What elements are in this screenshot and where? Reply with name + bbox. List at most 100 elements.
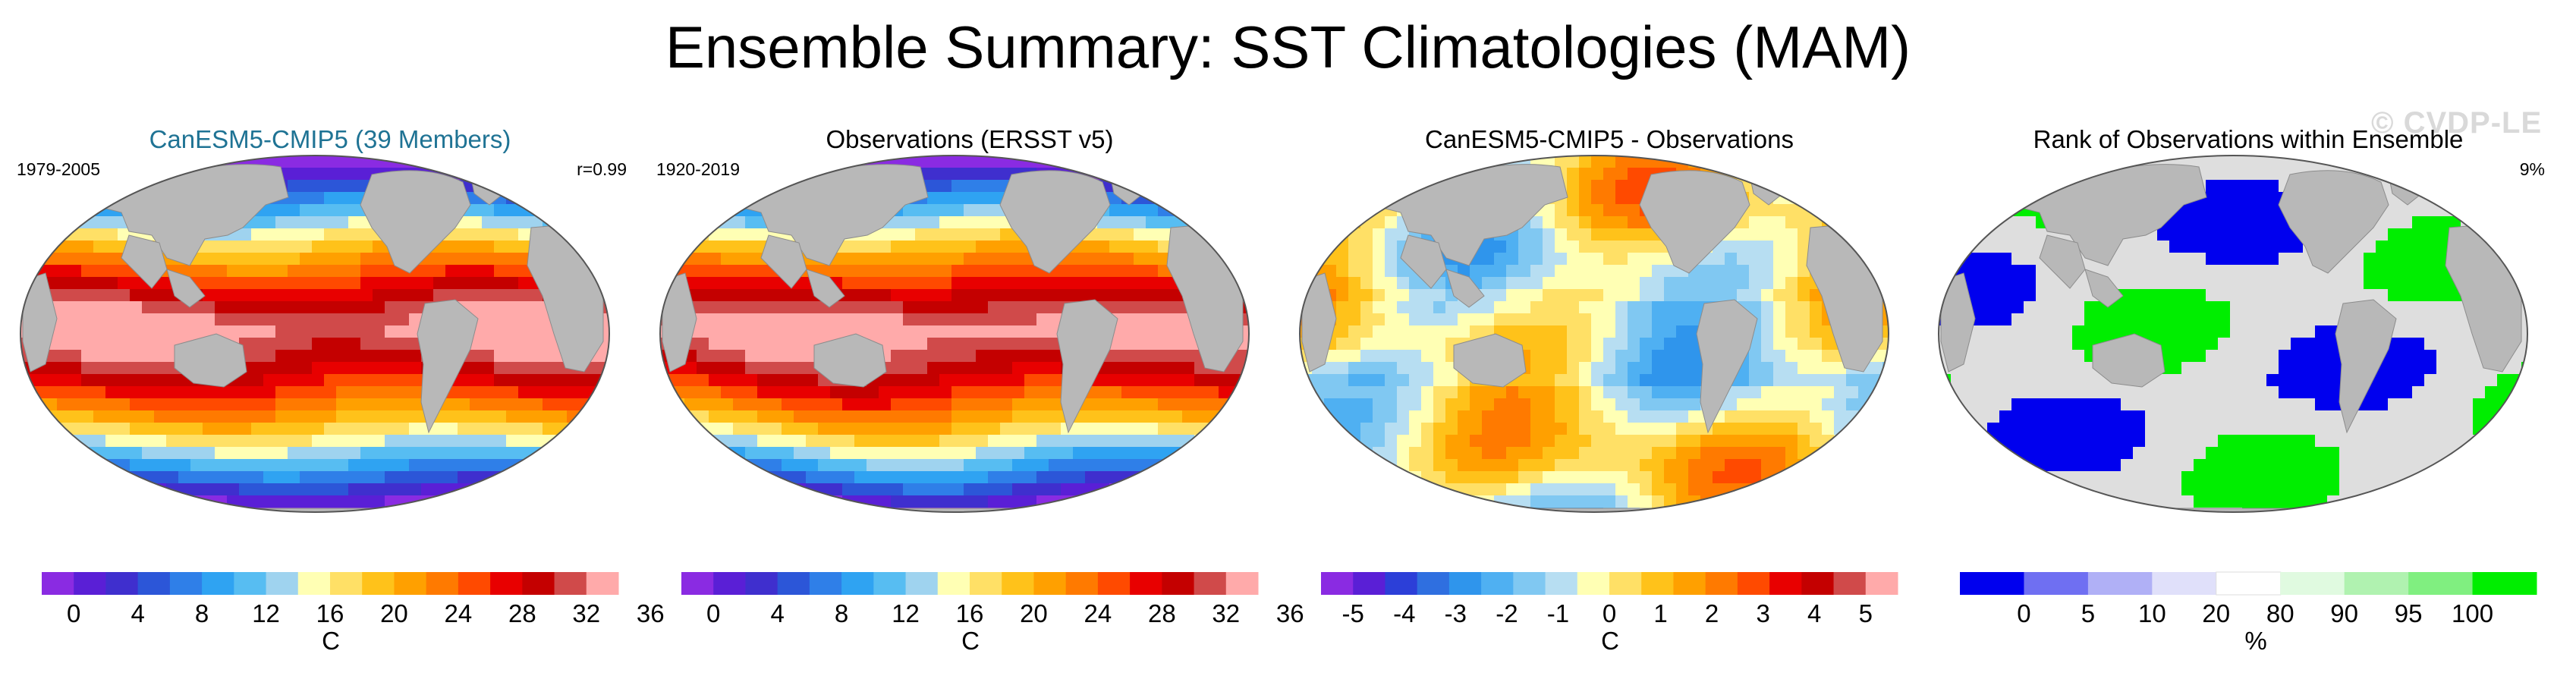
map-cell	[782, 289, 794, 302]
map-cell	[1243, 228, 1249, 241]
map-cell	[530, 386, 543, 399]
map-cell	[1652, 495, 1665, 508]
map-cell	[891, 471, 904, 484]
map-cell	[482, 204, 495, 217]
map-cell	[903, 241, 916, 253]
map-cell	[1555, 362, 1568, 375]
map-cell	[1000, 168, 1013, 181]
map-cell	[591, 423, 604, 435]
map-cell	[603, 265, 609, 278]
map-cell	[1409, 447, 1422, 460]
map-cell	[1773, 228, 1786, 241]
map-cell	[1121, 362, 1134, 375]
map-cell	[879, 483, 892, 496]
map-cell	[891, 301, 904, 314]
map-cell	[336, 447, 349, 460]
colorbar	[681, 572, 1259, 595]
map-cell	[348, 398, 361, 411]
map-cell	[721, 495, 734, 508]
map-cell	[1421, 508, 1434, 512]
map-cell	[1591, 277, 1604, 290]
colorbar-unit: C	[1601, 627, 1619, 655]
colorbar-swatch	[1321, 572, 1354, 595]
map-cell	[1882, 216, 1889, 229]
map-cell	[348, 156, 361, 168]
map-cell	[660, 228, 673, 241]
map-cell	[300, 338, 313, 351]
map-cell	[830, 483, 843, 496]
map-cell	[1000, 459, 1013, 472]
map-cell	[1024, 398, 1037, 411]
map-cell	[506, 398, 519, 411]
map-cell	[2206, 241, 2219, 253]
map-cell	[2279, 168, 2291, 181]
map-cell	[1421, 483, 1434, 496]
map-cell	[1170, 435, 1183, 448]
map-cell	[1336, 483, 1349, 496]
map-cell	[1385, 423, 1398, 435]
map-cell	[300, 447, 313, 460]
map-cell	[891, 410, 904, 423]
land-mass	[360, 170, 471, 274]
map-cell	[721, 435, 734, 448]
map-cell	[1097, 156, 1110, 168]
map-cell	[1146, 313, 1159, 326]
map-cell	[1749, 156, 1762, 168]
map-cell	[1373, 156, 1386, 168]
map-cell	[203, 313, 215, 326]
map-cell	[2266, 168, 2279, 181]
map-cell	[1348, 410, 1361, 423]
map-cell	[482, 216, 495, 229]
map-cell	[1373, 216, 1386, 229]
map-cell	[1324, 228, 1337, 241]
map-cell	[1170, 374, 1183, 387]
map-cell	[324, 423, 337, 435]
map-cell	[988, 241, 1001, 253]
map-cell	[1348, 241, 1361, 253]
map-cell	[1749, 508, 1762, 512]
map-cell	[518, 301, 531, 314]
map-cell	[1652, 156, 1665, 168]
map-cell	[445, 253, 458, 266]
map-cell	[1567, 253, 1580, 266]
map-cell	[2169, 228, 2182, 241]
colorbar-tick-label: 16	[316, 599, 344, 627]
colorbar-swatch	[330, 572, 363, 595]
map-cell	[745, 508, 758, 512]
map-cell	[745, 398, 758, 411]
map-cell	[1858, 410, 1871, 423]
map-cell	[1567, 301, 1580, 314]
map-cell	[1012, 459, 1025, 472]
map-cell	[1231, 228, 1244, 241]
map-cell	[964, 459, 977, 472]
map-cell	[2181, 216, 2194, 229]
map-cell	[482, 410, 495, 423]
map-cell	[1194, 216, 1207, 229]
map-cell	[1360, 423, 1373, 435]
map-cell	[1421, 398, 1434, 411]
map-cell	[1664, 313, 1677, 326]
map-cell	[1397, 483, 1410, 496]
map-cell	[1024, 350, 1037, 363]
map-cell	[348, 228, 361, 241]
map-cell	[1134, 398, 1146, 411]
map-cell	[2461, 156, 2474, 168]
map-cell	[118, 313, 131, 326]
map-cell	[1324, 471, 1337, 484]
map-cell	[927, 289, 940, 302]
map-cell	[1822, 338, 1835, 351]
map-cell	[1300, 204, 1313, 217]
map-cell	[1000, 313, 1013, 326]
map-cell	[1336, 508, 1349, 512]
map-cell	[697, 253, 709, 266]
map-cell	[1882, 410, 1889, 423]
map-cell	[530, 495, 543, 508]
map-cell	[33, 410, 46, 423]
map-cell	[1603, 471, 1616, 484]
map-cell	[1518, 423, 1531, 435]
map-cell	[1012, 508, 1025, 512]
map-cell	[458, 508, 470, 512]
map-cell	[506, 253, 519, 266]
map-cell	[1482, 459, 1495, 472]
map-cell	[1628, 156, 1640, 168]
